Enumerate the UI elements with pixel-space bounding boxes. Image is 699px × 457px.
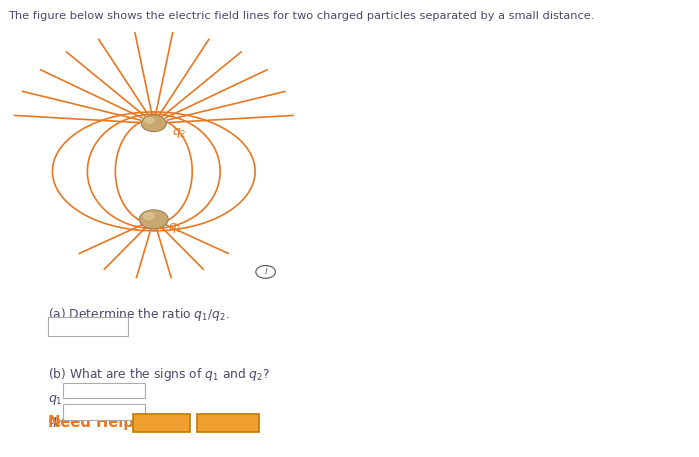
- Text: ---Select---: ---Select---: [65, 408, 120, 418]
- Text: (b) What are the signs of $q_1$ and $q_2$?: (b) What are the signs of $q_1$ and $q_2…: [48, 366, 270, 383]
- Text: Read It: Read It: [140, 417, 183, 427]
- FancyBboxPatch shape: [63, 404, 145, 420]
- Text: ∨: ∨: [137, 386, 144, 396]
- Text: $q_1$: $q_1$: [48, 393, 62, 407]
- Text: i: i: [264, 266, 267, 276]
- Text: $q_2$: $q_2$: [172, 126, 187, 140]
- Text: Watch It: Watch It: [202, 417, 254, 427]
- Text: ∨: ∨: [137, 408, 144, 418]
- Circle shape: [145, 117, 154, 123]
- Text: ---Select---: ---Select---: [65, 386, 120, 396]
- Text: $q_2$: $q_2$: [48, 415, 62, 429]
- FancyBboxPatch shape: [63, 383, 145, 398]
- Text: $q_1$: $q_1$: [168, 221, 182, 235]
- Text: Need Help?: Need Help?: [48, 415, 142, 430]
- Circle shape: [139, 210, 168, 229]
- FancyBboxPatch shape: [197, 414, 259, 432]
- Text: (a) Determine the ratio $q_1/q_2$.: (a) Determine the ratio $q_1/q_2$.: [48, 306, 229, 323]
- FancyBboxPatch shape: [48, 317, 128, 336]
- Text: The figure below shows the electric field lines for two charged particles separa: The figure below shows the electric fiel…: [8, 11, 595, 21]
- Circle shape: [141, 115, 166, 132]
- FancyBboxPatch shape: [133, 414, 190, 432]
- Circle shape: [144, 213, 154, 219]
